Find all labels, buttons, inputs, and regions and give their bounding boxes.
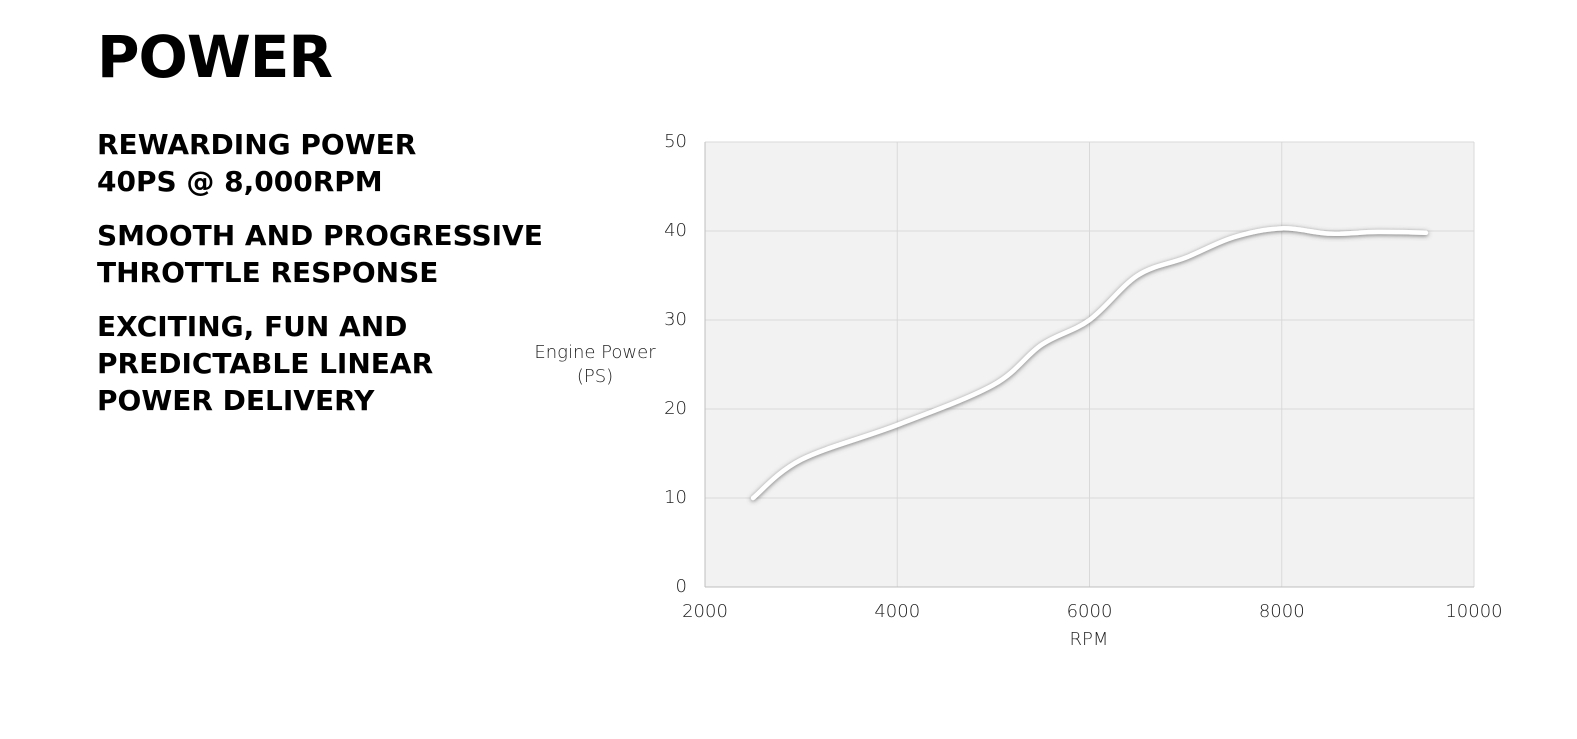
y-tick-label: 20 <box>664 398 687 419</box>
x-tick-label: 8000 <box>1259 601 1305 622</box>
y-tick-label: 50 <box>664 131 687 152</box>
feature-list: REWARDING POWER 40PS @ 8,000RPM SMOOTH AND… <box>97 126 543 436</box>
data-line <box>750 226 1429 501</box>
y-tick-label: 10 <box>664 487 687 508</box>
feature-line: THROTTLE RESPONSE <box>97 256 439 289</box>
feature: REWARDING POWER 40PS @ 8,000RPM <box>97 126 543 200</box>
feature-line: REWARDING POWER <box>97 128 417 161</box>
page-title: POWER <box>97 23 333 91</box>
x-axis-label: RPM <box>1070 629 1109 650</box>
feature-line: 40PS @ 8,000RPM <box>97 165 383 198</box>
feature: SMOOTH AND PROGRESSIVE THROTTLE RESPONSE <box>97 217 543 291</box>
y-tick-label: 0 <box>676 576 687 597</box>
x-tick-label: 2000 <box>682 601 728 622</box>
feature-line: EXCITING, FUN AND <box>97 310 408 343</box>
y-tick-label: 30 <box>664 309 687 330</box>
x-tick-label: 10000 <box>1445 601 1502 622</box>
y-tick-label: 40 <box>664 220 687 241</box>
y-axis-label: (PS) <box>577 366 613 387</box>
feature-line: SMOOTH AND PROGRESSIVE <box>97 219 543 252</box>
y-axis-label: Engine Power <box>534 342 656 363</box>
feature-line: PREDICTABLE LINEAR <box>97 347 434 380</box>
feature: EXCITING, FUN AND PREDICTABLE LINEAR POWER… <box>97 308 543 419</box>
x-tick-label: 4000 <box>874 601 920 622</box>
feature-line: POWER DELIVERY <box>97 384 375 417</box>
x-tick-label: 6000 <box>1067 601 1113 622</box>
